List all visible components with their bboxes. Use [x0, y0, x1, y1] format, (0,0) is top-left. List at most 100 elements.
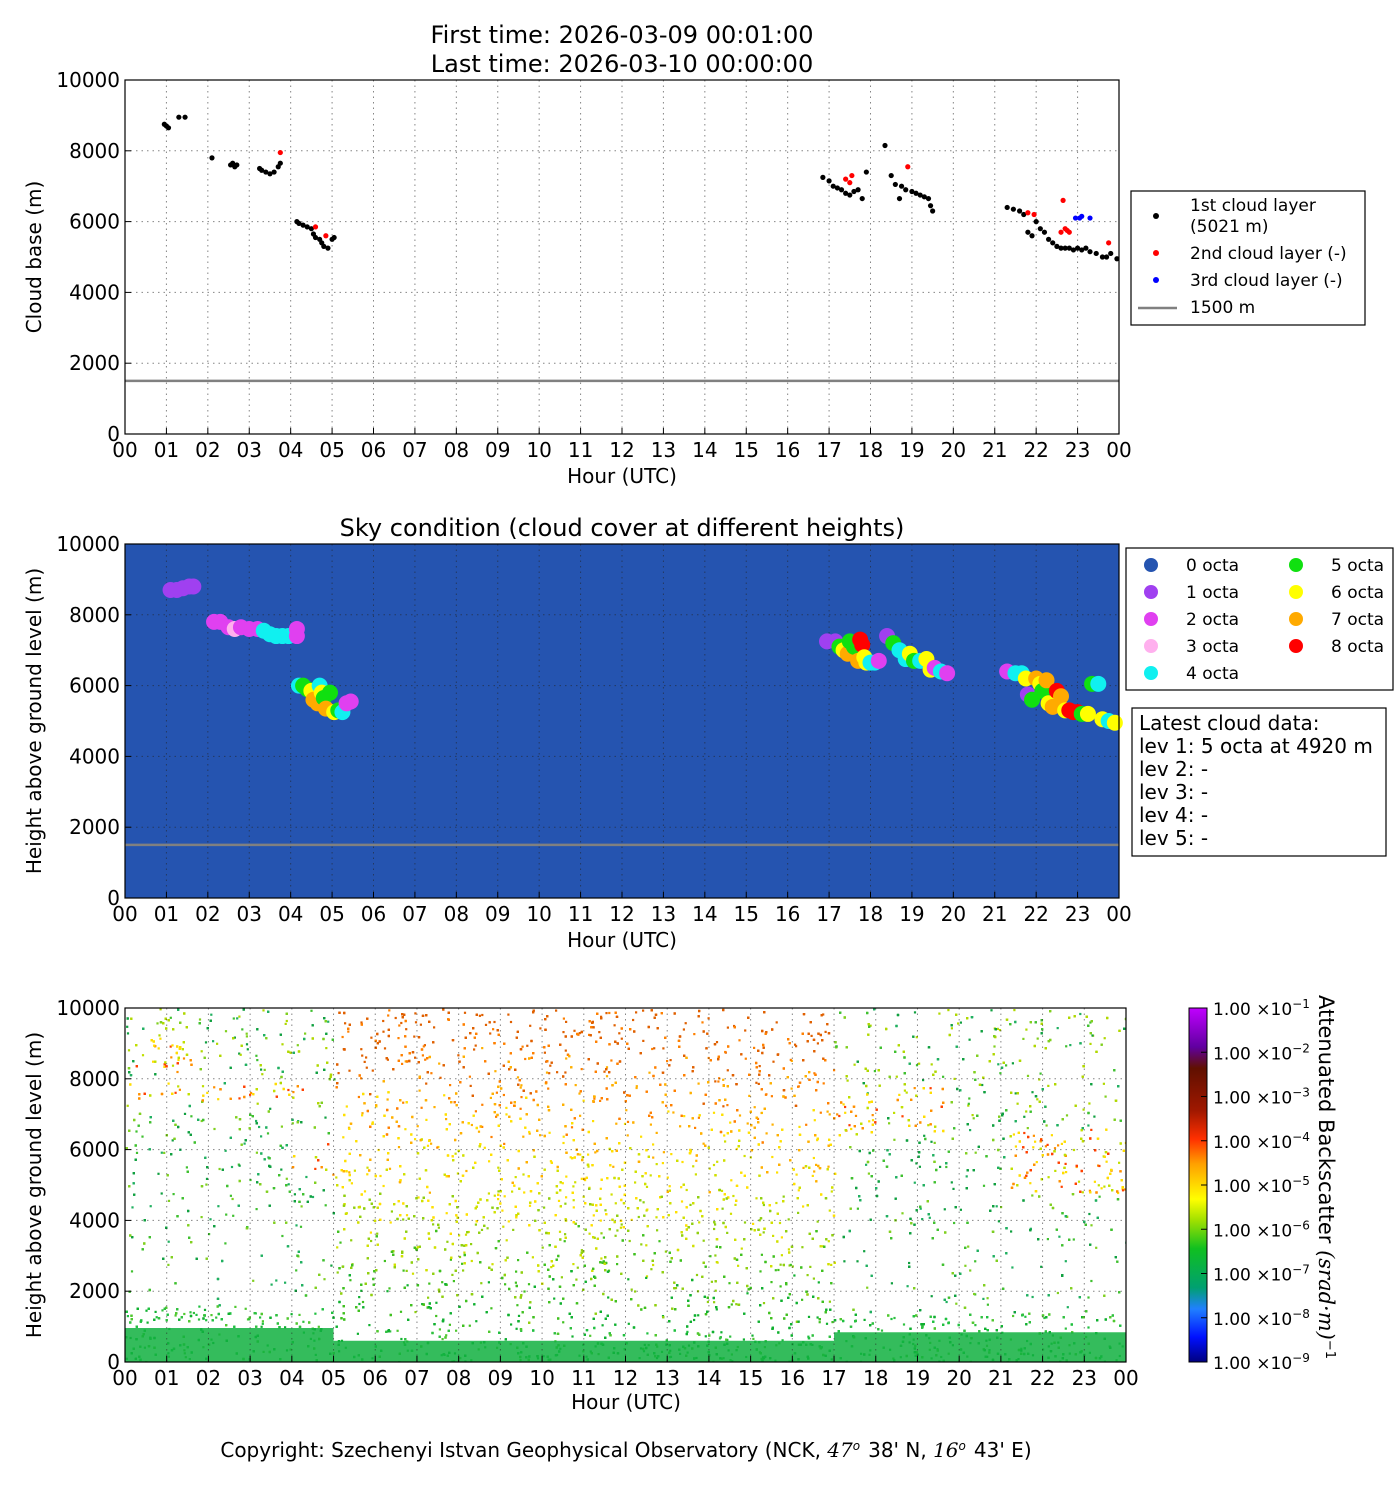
layer1-point: [1029, 233, 1035, 239]
backscatter-cell: [389, 1221, 392, 1224]
backscatter-cell: [746, 1292, 749, 1295]
backscatter-cell: [438, 1328, 441, 1331]
backscatter-cell: [1040, 1265, 1043, 1268]
backscatter-cell: [261, 1073, 264, 1076]
backscatter-cell: [261, 1322, 264, 1325]
backscatter-cell: [520, 1096, 523, 1099]
backscatter-cell: [543, 1206, 546, 1209]
backscatter-cell: [1089, 1042, 1092, 1045]
backscatter-cell: [387, 1014, 390, 1017]
layer1-point: [277, 160, 283, 166]
backscatter-cell: [285, 1019, 288, 1023]
x-tick-label: 08: [444, 438, 469, 462]
x-tick-label: 21: [982, 438, 1007, 462]
backscatter-cell: [684, 1022, 687, 1025]
backscatter-cell: [215, 1316, 218, 1319]
backscatter-cell: [649, 1174, 652, 1177]
backscatter-cell: [135, 1151, 139, 1154]
latest-lev4: lev 4: -: [1139, 803, 1208, 827]
backscatter-cell: [520, 1329, 523, 1332]
legend-marker-octa-4: [1144, 666, 1158, 680]
layer1-point: [165, 125, 172, 131]
backscatter-cell: [812, 1277, 815, 1280]
backscatter-cell: [873, 1070, 876, 1073]
backscatter-cell: [366, 1166, 369, 1169]
backscatter-cell: [260, 1325, 263, 1328]
backscatter-cell: [561, 1182, 564, 1185]
backscatter-cell: [189, 1311, 192, 1314]
backscatter-cell: [342, 1136, 345, 1139]
backscatter-cell: [915, 1162, 918, 1165]
backscatter-cell: [427, 1296, 430, 1299]
backscatter-cell: [383, 1047, 387, 1050]
backscatter-cell: [1069, 1044, 1072, 1047]
backscatter-cell: [562, 1141, 565, 1145]
backscatter-cell: [457, 1054, 460, 1057]
layer1-point: [830, 183, 836, 189]
backscatter-cell: [210, 1314, 213, 1317]
backscatter-cell: [225, 1213, 228, 1216]
p1-x-ticks: 00 01 02 03 04 05 06 07 08 09 10 11 12 13 14 15 16 17 18 19…: [112, 428, 1132, 462]
backscatter-cell: [1058, 1235, 1061, 1238]
backscatter-cell: [493, 1020, 496, 1024]
backscatter-cell: [968, 1097, 971, 1100]
backscatter-cell: [432, 1223, 435, 1226]
backscatter-cell: [895, 1075, 898, 1078]
backscatter-cell: [1103, 1037, 1106, 1040]
backscatter-cell: [167, 1240, 170, 1243]
backscatter-cell: [812, 1156, 815, 1160]
backscatter-cell: [487, 1192, 490, 1195]
backscatter-cell: [913, 1011, 917, 1014]
backscatter-cell: [714, 1223, 717, 1226]
backscatter-cell: [680, 1186, 683, 1189]
backscatter-cell: [405, 1269, 408, 1272]
backscatter-cell: [213, 1086, 216, 1089]
layer2-point: [312, 224, 319, 230]
backscatter-cell: [244, 1307, 247, 1310]
layer1-point: [820, 174, 826, 180]
backscatter-cell: [821, 1245, 824, 1248]
backscatter-cell: [715, 1261, 718, 1264]
octa-point: [322, 684, 339, 701]
backscatter-cell: [548, 1131, 551, 1134]
latest-lev1: lev 1: 5 octa at 4920 m: [1139, 734, 1373, 758]
backscatter-cell: [494, 1070, 497, 1073]
backscatter-cell: [163, 1151, 166, 1154]
backscatter-cell: [170, 1056, 173, 1059]
layer2-point: [1066, 229, 1072, 235]
backscatter-cell: [478, 1014, 481, 1017]
backscatter-cell: [665, 1104, 668, 1107]
backscatter-cell: [402, 1269, 405, 1272]
backscatter-cell: [580, 1068, 583, 1071]
backscatter-cell: [437, 1226, 440, 1229]
x-tick-label: 11: [568, 438, 593, 462]
backscatter-cell: [758, 1065, 761, 1068]
legend-label-layer2: 2nd cloud layer (-): [1190, 244, 1347, 264]
backscatter-cell: [618, 1032, 621, 1035]
backscatter-cell: [208, 1233, 211, 1236]
backscatter-cell: [1102, 1082, 1105, 1085]
layer1-point: [300, 222, 306, 228]
legend-label-octa-8: 8 octa: [1331, 637, 1384, 657]
legend-marker-octa-8: [1289, 639, 1303, 653]
backscatter-cell: [1088, 1212, 1091, 1216]
backscatter-cell: [335, 1176, 338, 1179]
backscatter-cell: [501, 1209, 504, 1212]
backscatter-cell: [913, 1181, 916, 1184]
backscatter-cell: [765, 1132, 768, 1135]
backscatter-cell: [332, 1173, 335, 1176]
backscatter-cell: [771, 1155, 774, 1159]
x-tick-label: 01: [154, 902, 179, 926]
backscatter-cell: [972, 1117, 975, 1120]
backscatter-cell: [774, 1269, 777, 1272]
backscatter-cell: [565, 1196, 568, 1199]
x-tick-label: 10: [526, 902, 551, 926]
backscatter-cell: [371, 1069, 374, 1072]
backscatter-cell: [484, 1023, 488, 1026]
backscatter-cell: [856, 1260, 859, 1263]
layer2-point: [277, 149, 283, 156]
y-tick-label: 4000: [69, 744, 120, 768]
backscatter-cell: [628, 1239, 631, 1243]
backscatter-cell: [632, 1018, 635, 1022]
backscatter-cell: [514, 1281, 517, 1284]
